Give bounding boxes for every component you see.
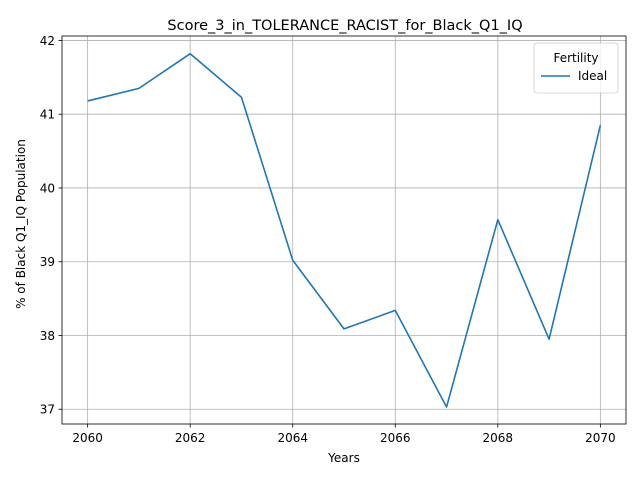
x-tick-label: 2060 — [72, 431, 103, 445]
x-tick-label: 2066 — [380, 431, 411, 445]
legend: Fertility Ideal — [533, 42, 619, 94]
x-axis-label: Years — [327, 451, 360, 465]
x-tick-label: 2068 — [483, 431, 514, 445]
x-axis-ticks: 2060 2062 2064 2066 2068 2070 — [72, 424, 616, 445]
y-tick-label: 38 — [40, 329, 55, 343]
y-tick-label: 39 — [40, 255, 55, 269]
x-tick-label: 2064 — [277, 431, 308, 445]
y-tick-label: 41 — [40, 108, 55, 122]
x-tick-label: 2062 — [175, 431, 206, 445]
chart-title: Score_3_in_TOLERANCE_RACIST_for_Black_Q1… — [167, 18, 522, 34]
y-tick-label: 37 — [40, 403, 55, 417]
y-tick-label: 42 — [40, 34, 55, 48]
series-line-ideal — [87, 52, 602, 408]
plot-frame — [61, 35, 627, 425]
legend-box — [533, 42, 619, 94]
series-lines — [87, 52, 602, 408]
y-axis-ticks: 37 38 39 40 41 42 — [40, 34, 62, 417]
x-tick-label: 2070 — [585, 431, 616, 445]
y-axis-label: % of Black Q1_IQ Population — [14, 139, 28, 309]
grid — [62, 36, 626, 424]
legend-label-ideal: Ideal — [578, 69, 607, 83]
y-tick-label: 40 — [40, 181, 55, 195]
legend-title: Fertility — [553, 51, 598, 65]
